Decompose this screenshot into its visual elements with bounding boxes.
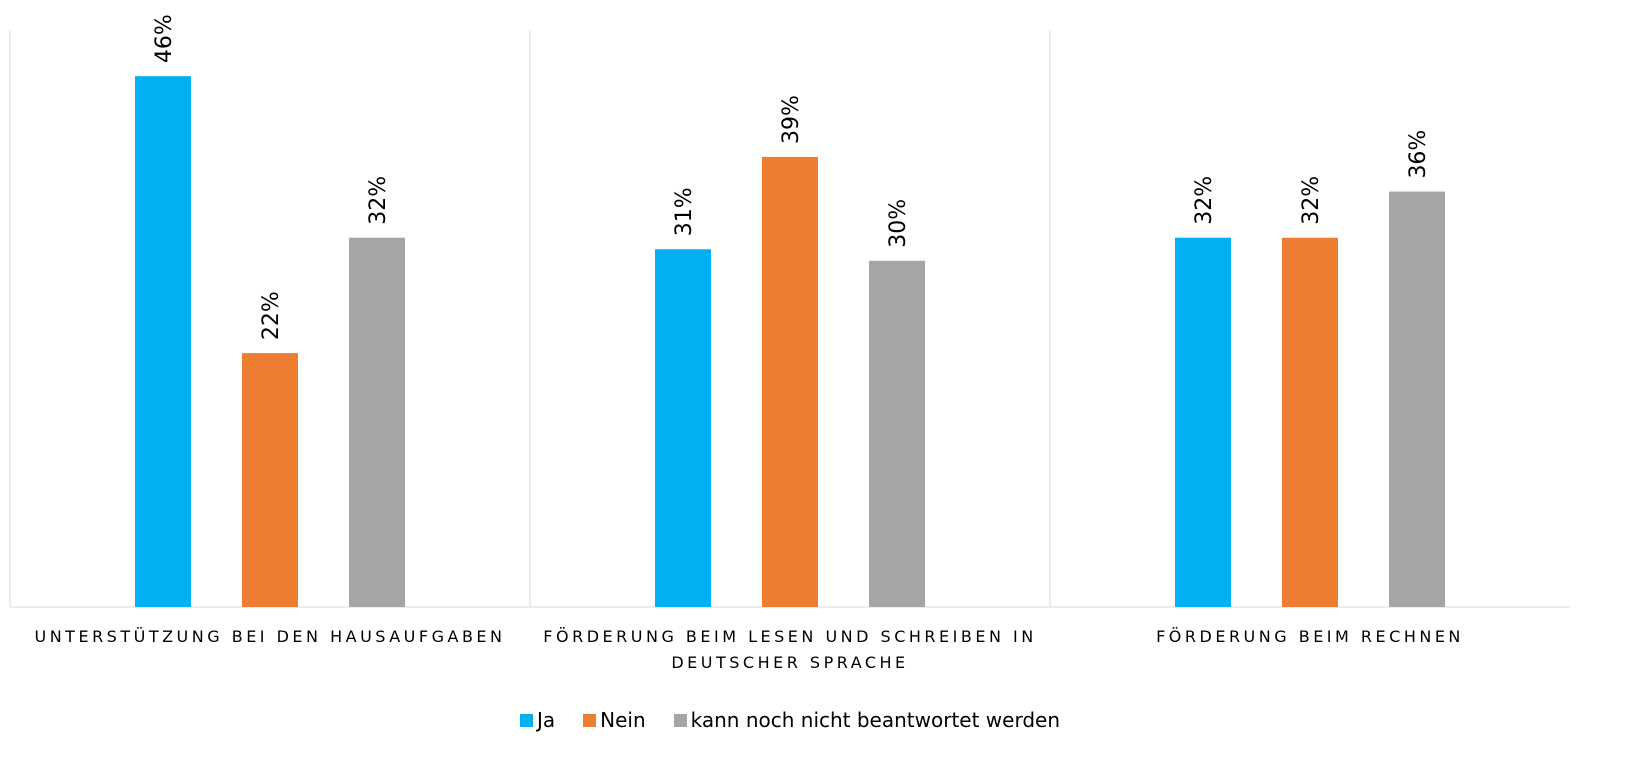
x-tick-label: UNTERSTÜTZUNG BEI DEN HAUSAUFGABEN [34,627,506,646]
legend-swatch [519,713,533,727]
bar [869,260,925,607]
legend-label: kann noch nicht beantwortet werden [690,708,1061,732]
value-label: 22% [259,291,284,340]
value-label: 32% [366,176,391,225]
value-label: 46% [152,14,177,63]
bar [1282,237,1338,607]
bar [762,156,818,607]
bar [655,249,711,607]
legend-item: Ja [519,708,556,732]
bar [135,76,191,607]
legend-label: Ja [536,708,556,732]
value-label: 30% [886,199,911,248]
x-tick-label: FÖRDERUNG BEIM RECHNEN [1156,627,1464,646]
x-tick-label: FÖRDERUNG BEIM LESEN UND SCHREIBEN IN DE… [543,627,1037,672]
legend: Ja Nein kann noch nicht beantwortet werden [0,708,1580,732]
legend-item: kann noch nicht beantwortet werden [673,708,1061,732]
legend-label: Nein [600,708,646,732]
value-label: 32% [1299,176,1324,225]
value-label: 39% [779,95,804,144]
value-label: 32% [1192,176,1217,225]
bar [242,353,298,607]
value-label: 31% [672,187,697,236]
legend-swatch [673,713,687,727]
bar [349,237,405,607]
bar [1175,237,1231,607]
legend-swatch [583,713,597,727]
bar [1389,191,1445,607]
value-label: 36% [1406,130,1431,179]
legend-item: Nein [583,708,646,732]
